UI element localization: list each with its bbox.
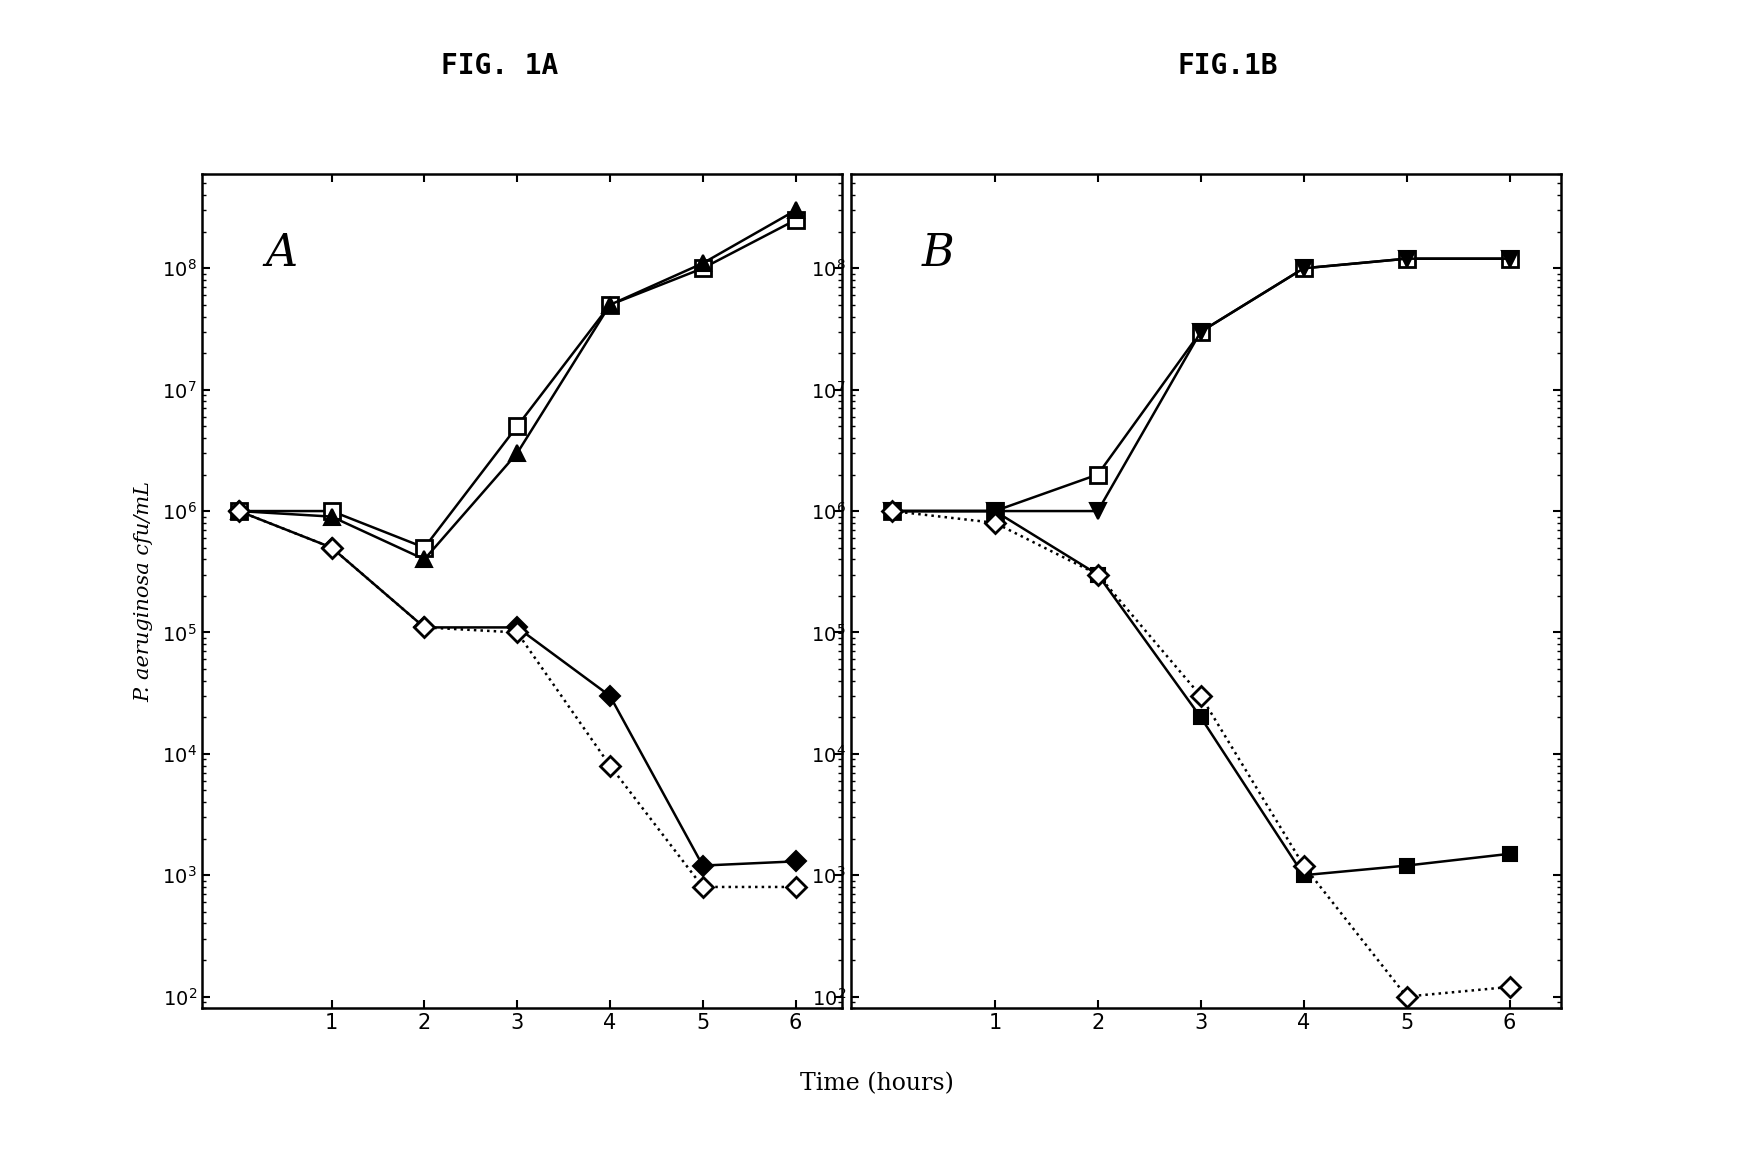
Y-axis label: P. aeruginosa cfu/mL: P. aeruginosa cfu/mL bbox=[135, 481, 154, 701]
Text: B: B bbox=[923, 232, 954, 276]
Text: A: A bbox=[267, 232, 298, 276]
Text: FIG.1B: FIG.1B bbox=[1177, 52, 1279, 80]
Text: Time (hours): Time (hours) bbox=[800, 1072, 954, 1095]
Text: FIG. 1A: FIG. 1A bbox=[442, 52, 558, 80]
